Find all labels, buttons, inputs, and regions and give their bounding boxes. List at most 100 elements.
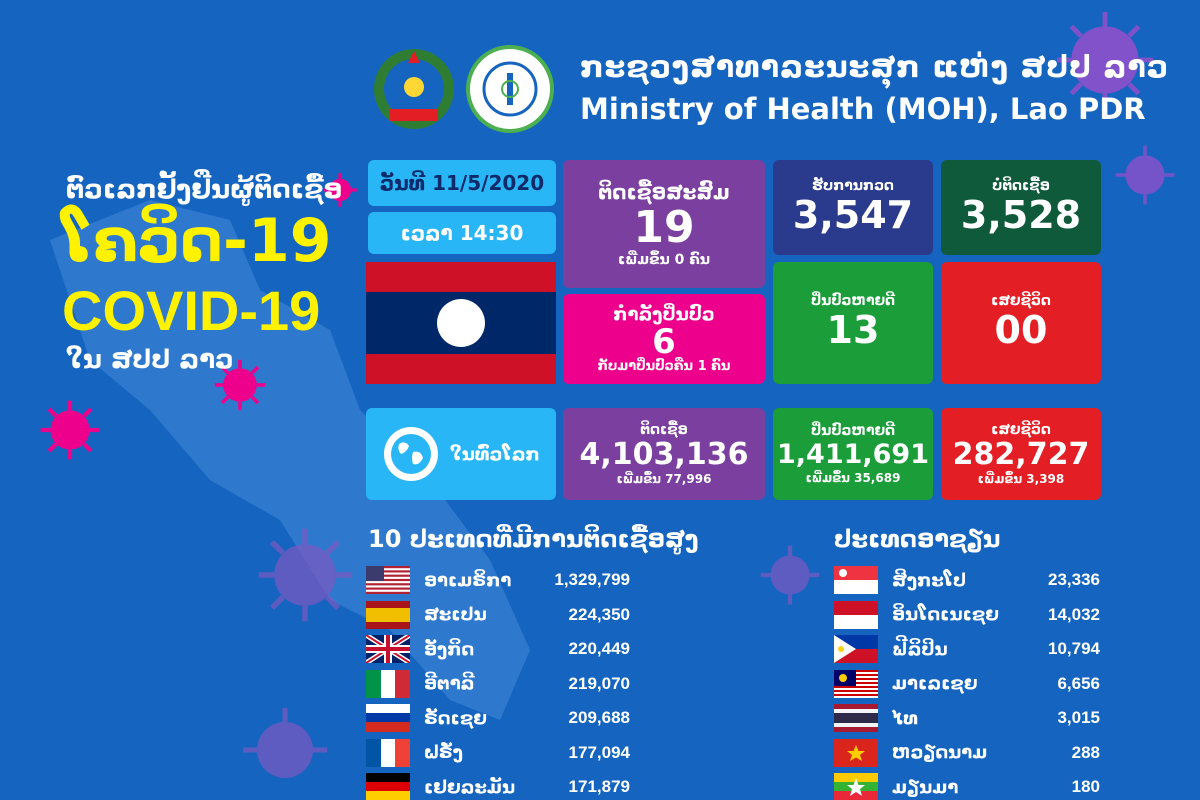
negative-label: ບໍ່ຕິດເຊື້ອ [992, 177, 1050, 194]
country-row: ມຽນມາ 180 [834, 772, 1100, 800]
tested-box: ຮັບການກວດ 3,547 [773, 160, 933, 255]
globe-icon [384, 427, 438, 481]
myanmar-flag-icon [834, 773, 878, 800]
country-name: ມາເລເຊຍ [892, 673, 978, 694]
country-value: 220,449 [568, 639, 630, 658]
country-row: ອັງກິດ 220,449 [366, 634, 636, 664]
country-value: 219,070 [568, 673, 630, 693]
world-recovered-sub: ເພີ່ມຂຶ້ນ 35,689 [805, 470, 901, 485]
virus-decoration-icon [1057, 12, 1153, 108]
world-label: ໃນທົ່ວໂລກ [450, 443, 540, 465]
title-covid-en: COVID-19 [62, 279, 321, 342]
country-name: ເຢຍລະມັນ [424, 776, 516, 798]
world-infected-label: ຕິດເຊື້ອ [640, 421, 688, 438]
country-name: ອັງກິດ [424, 638, 475, 660]
country-row: ອາເມຣິກາ 1,329,799 [366, 565, 636, 595]
deaths-value: 00 [994, 308, 1048, 353]
country-value: 6,656 [1057, 673, 1100, 693]
virus-decoration-icon [760, 545, 820, 605]
world-infected-box: ຕິດເຊື້ອ 4,103,136 ເພີ່ມຂຶ້ນ 77,996 [563, 408, 765, 500]
tested-value: 3,547 [792, 192, 914, 237]
country-value: 288 [1071, 742, 1100, 762]
virus-decoration-icon [258, 528, 352, 622]
negative-box: ບໍ່ຕິດເຊື້ອ 3,528 [941, 160, 1101, 255]
recovered-box: ປິ່ນປົວຫາຍດີ 13 [773, 262, 933, 384]
asean-title: ປະເທດອາຊຽນ [834, 525, 1001, 553]
deaths-box: ເສຍຊີວິດ 00 [941, 262, 1101, 384]
country-value: 209,688 [568, 708, 630, 727]
country-name: ໄທ [892, 707, 919, 729]
country-value: 14,032 [1048, 604, 1100, 624]
laos-map-silhouette [50, 200, 530, 720]
title-subtitle-lao: ຕົວເລກຢັ້ງຢືນຜູ້ຕິດເຊື້ອ [66, 175, 343, 205]
spain-flag-icon [366, 600, 410, 629]
title-covid-lao: ໂຄວິດ-19 [62, 206, 332, 276]
country-name: ຫວຽດນາມ [892, 742, 988, 763]
lao-flag-icon [366, 262, 556, 384]
world-box: ໃນທົ່ວໂລກ [366, 408, 556, 500]
singapore-flag-icon [834, 566, 878, 594]
country-name: ຝຣັ່ງ [424, 742, 463, 763]
uk-flag-icon [366, 635, 410, 663]
country-row: ສະເປນ 224,350 [366, 600, 636, 630]
ministry-name-en: Ministry of Health (MOH), Lao PDR [580, 92, 1146, 126]
virus-decoration-icon [214, 359, 266, 411]
world-recovered-label: ປິ່ນປົວຫາຍດີ [810, 423, 896, 440]
virus-decoration-icon [323, 173, 357, 207]
country-name: ອີຕາລີ [424, 673, 475, 694]
virus-decoration-icon [40, 400, 100, 460]
country-row: ຝຣັ່ງ 177,094 [366, 738, 636, 768]
deaths-label: ເສຍຊີວິດ [991, 293, 1051, 310]
world-recovered-value: 1,411,691 [776, 439, 930, 471]
country-name: ອິນໂດເນເຊຍ [892, 604, 999, 625]
country-row: ອິນໂດເນເຊຍ 14,032 [834, 600, 1100, 630]
germany-flag-icon [366, 773, 410, 800]
ministry-name-lao: ກະຊວງສາທາລະນະສຸກ ແຫ່ງ ສປປ ລາວ [580, 50, 1170, 85]
virus-decoration-icon [1115, 145, 1175, 205]
country-value: 10,794 [1048, 639, 1100, 658]
active-cases-box: ກຳລັງປິ່ນປົວ 6 ກັບມາປິ່ນປົວຄືນ 1 ຄົນ [563, 294, 765, 384]
russia-flag-icon [366, 704, 410, 732]
country-row: ຣັດເຊຍ 209,688 [366, 703, 636, 733]
philippines-flag-icon [834, 635, 878, 663]
country-row: ມາເລເຊຍ 6,656 [834, 669, 1100, 699]
world-deaths-sub: ເພີ່ມຂຶ້ນ 3,398 [977, 472, 1065, 487]
country-value: 177,094 [568, 742, 630, 762]
world-deaths-box: ເສຍຊີວິດ 282,727 ເພີ່ມຂຶ້ນ 3,398 [941, 408, 1101, 500]
cumulative-cases-box: ຕິດເຊື້ອສະສົມ 19 ເພີ່ມຂຶ້ນ 0 ຄົນ [563, 160, 765, 288]
date-box: ວັນທີ 11/5/2020 [368, 160, 556, 206]
cumulative-value: 19 [633, 201, 695, 253]
usa-flag-icon [366, 566, 410, 594]
country-name: ສະເປນ [424, 604, 487, 625]
country-value: 23,336 [1048, 570, 1100, 589]
tested-label: ຮັບການກວດ [812, 177, 894, 194]
country-value: 3,015 [1057, 708, 1100, 727]
country-value: 1,329,799 [554, 570, 630, 589]
world-deaths-label: ເສຍຊີວິດ [991, 421, 1051, 438]
negative-value: 3,528 [960, 192, 1082, 237]
country-name: ຣັດເຊຍ [424, 707, 487, 729]
country-row: ອີຕາລີ 219,070 [366, 669, 636, 699]
country-name: ອາເມຣິກາ [424, 569, 512, 591]
country-row: ສິງກະໂປ 23,336 [834, 565, 1100, 595]
top10-title: 10 ປະເທດທີ່ມີການຕິດເຊື້ອສູງ [368, 525, 699, 553]
indonesia-flag-icon [834, 600, 878, 629]
world-deaths-value: 282,727 [952, 436, 1090, 472]
world-infected-value: 4,103,136 [579, 436, 749, 472]
country-row: ຟີລິປິນ 10,794 [834, 634, 1100, 664]
france-flag-icon [366, 738, 410, 767]
country-value: 171,879 [568, 777, 630, 796]
cumulative-label: ຕິດເຊື້ອສະສົມ [598, 179, 730, 204]
lao-national-emblem-icon [374, 49, 454, 129]
recovered-value: 13 [826, 308, 880, 353]
moh-logo-icon [466, 45, 554, 133]
thailand-flag-icon [834, 704, 878, 732]
country-value: 180 [1071, 777, 1100, 796]
active-label: ກຳລັງປິ່ນປົວ [613, 304, 715, 325]
country-name: ຟີລິປິນ [892, 638, 948, 660]
country-row: ຫວຽດນາມ 288 [834, 738, 1100, 768]
time-box: ເວລາ 14:30 [368, 212, 556, 254]
world-recovered-box: ປິ່ນປົວຫາຍດີ 1,411,691 ເພີ່ມຂຶ້ນ 35,689 [773, 408, 933, 500]
active-value: 6 [652, 322, 676, 362]
malaysia-flag-icon [834, 669, 878, 698]
